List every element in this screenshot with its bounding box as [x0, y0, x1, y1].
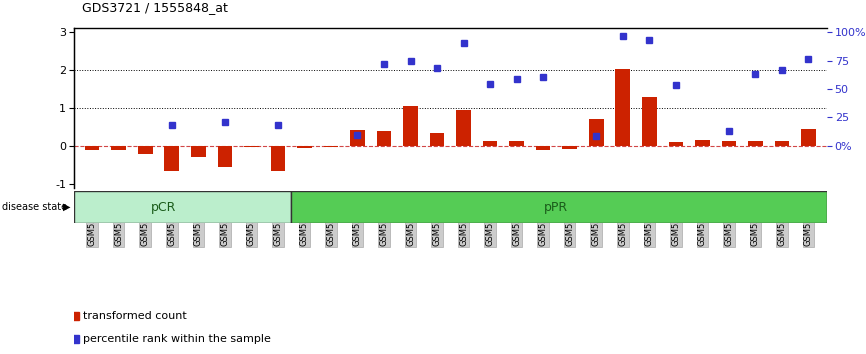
Bar: [165, 146, 179, 171]
Bar: [562, 146, 577, 149]
Bar: [589, 119, 604, 146]
Bar: [456, 110, 471, 146]
Text: pCR: pCR: [152, 201, 177, 213]
Bar: [297, 146, 312, 148]
Text: transformed count: transformed count: [83, 311, 187, 321]
Bar: [244, 146, 259, 147]
Text: ▶: ▶: [63, 202, 71, 212]
Bar: [291, 191, 827, 223]
Text: GDS3721 / 1555848_at: GDS3721 / 1555848_at: [82, 1, 228, 14]
Bar: [483, 141, 497, 146]
Bar: [377, 131, 391, 146]
Bar: [695, 140, 709, 146]
Bar: [74, 191, 291, 223]
Bar: [350, 130, 365, 146]
Text: disease state: disease state: [2, 202, 67, 212]
Bar: [430, 133, 444, 146]
Bar: [85, 146, 100, 150]
Bar: [721, 141, 736, 146]
Bar: [616, 69, 630, 146]
Bar: [112, 146, 126, 150]
Bar: [217, 146, 232, 167]
Bar: [270, 146, 285, 171]
Bar: [509, 141, 524, 146]
Bar: [138, 146, 152, 154]
Bar: [774, 141, 789, 146]
Text: percentile rank within the sample: percentile rank within the sample: [83, 334, 271, 344]
Bar: [191, 146, 205, 156]
Bar: [801, 129, 816, 146]
Bar: [748, 141, 763, 146]
Bar: [324, 146, 339, 147]
Text: pPR: pPR: [545, 201, 568, 213]
Bar: [404, 106, 417, 146]
Bar: [642, 97, 656, 146]
Bar: [669, 142, 683, 146]
Bar: [536, 146, 551, 150]
